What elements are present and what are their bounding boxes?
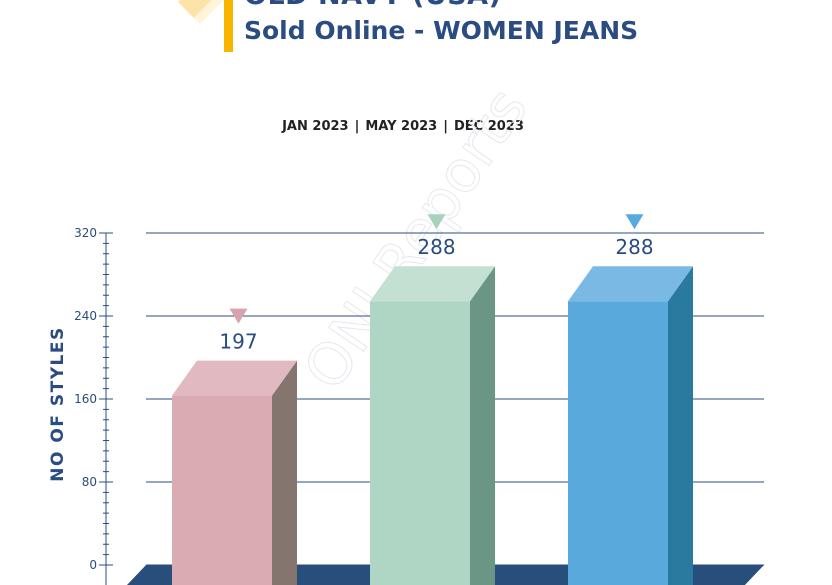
bar-marker-icon [427,214,446,230]
bar-marker-icon [625,214,644,230]
period-separator: | [354,119,360,134]
period-item-3: DEC 2023 [453,119,524,134]
y-tick-label: 320 [74,226,97,240]
bar-top-face [370,266,495,302]
bar-2: 288 [370,214,495,585]
bar-side-face [668,266,693,585]
period-separator: | [443,119,448,134]
bar-marker-icon [229,308,248,324]
y-tick-label: 160 [74,392,97,406]
period-item-2: MAY 2023 [365,119,438,134]
bar-front-face [172,395,272,585]
bar-side-face [272,360,297,585]
bar-value-label: 197 [219,330,257,354]
y-tick-label: 80 [82,475,97,489]
bar-front-face [568,301,668,585]
bar-3: 288 [568,214,693,585]
bar-value-label: 288 [615,235,653,259]
y-axis: 0 80 160 240 320 [74,226,113,585]
period-item-1: JAN 2023 [282,119,349,134]
period-line: JAN 2023 | MAY 2023 | DEC 2023 [0,119,806,134]
bar-1: 197 [172,308,297,585]
page-title: OLD NAVY (USA) [244,0,501,11]
bar-front-face [370,301,470,585]
bar-top-face [172,360,297,396]
y-tick-label: 240 [74,309,97,323]
page-subtitle: Sold Online - WOMEN JEANS [244,16,639,45]
y-axis-label: NO OF STYLES [48,326,68,481]
brand-logo [178,0,233,52]
bars: 197 288 288 [172,214,693,585]
bar-side-face [470,266,495,585]
bar-top-face [568,266,693,302]
bar-value-label: 288 [417,235,455,259]
y-tick-label: 0 [89,558,97,572]
